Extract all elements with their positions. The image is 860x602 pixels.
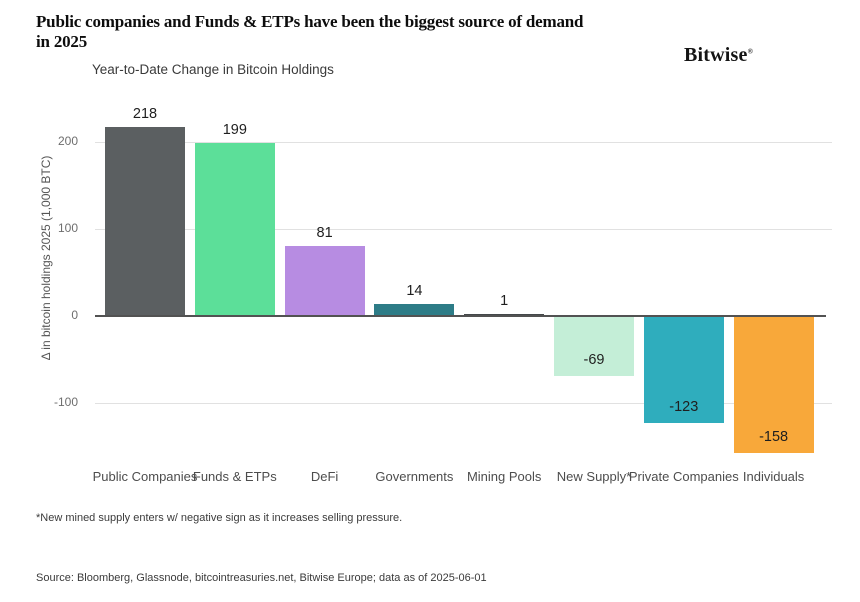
- bar-value-label: 1: [500, 292, 509, 309]
- gridline-200: [95, 142, 832, 144]
- y-tick-label: 0: [71, 308, 78, 322]
- x-axis-label-private-companies: Private Companies: [628, 469, 739, 484]
- source-line: Source: Bloomberg, Glassnode, bitcointre…: [36, 572, 487, 584]
- bar-individuals: [733, 316, 814, 454]
- x-axis-label-governments: Governments: [375, 469, 454, 484]
- x-axis-label-defi: DeFi: [310, 469, 339, 484]
- page-title: Public companies and Funds & ETPs have b…: [36, 12, 584, 51]
- bar-public-companies: [105, 126, 185, 316]
- bar-private-companies: [643, 316, 724, 423]
- bar-governments: [374, 303, 455, 316]
- x-axis-label-new-supply: New Supply*: [556, 469, 632, 484]
- bar-defi: [284, 245, 365, 316]
- bar-value-label: -123: [669, 398, 699, 415]
- gridline--100: [95, 402, 832, 404]
- x-axis-label-funds-etps: Funds & ETPs: [192, 469, 277, 484]
- bar-funds-etps: [194, 143, 275, 316]
- footnote: *New mined supply enters w/ negative sig…: [36, 512, 403, 524]
- bar-value-label: 199: [222, 122, 247, 139]
- bar-value-label: -158: [759, 429, 789, 446]
- bitwise-logo-text: Bitwise: [684, 44, 748, 66]
- x-axis-label-individuals: Individuals: [742, 469, 805, 484]
- bar-value-label: 81: [316, 224, 333, 241]
- bar-value-label: -69: [583, 351, 605, 368]
- registered-mark: ®: [747, 47, 754, 56]
- y-tick-label: 100: [57, 221, 78, 236]
- bitwise-logo: Bitwise®: [684, 44, 753, 67]
- x-axis-label-public-companies: Public Companies: [92, 469, 198, 484]
- chart-subtitle: Year-to-Date Change in Bitcoin Holdings: [92, 62, 334, 77]
- y-tick-label: 200: [57, 134, 78, 149]
- gridline-100: [95, 229, 832, 231]
- bar-mining-pools: [464, 313, 545, 316]
- bar-value-label: 218: [132, 105, 158, 122]
- zero-axis-line: [95, 315, 826, 317]
- x-axis-label-mining-pools: Mining Pools: [466, 469, 542, 484]
- bar-new-supply: [554, 316, 634, 376]
- y-tick-label: -100: [53, 394, 78, 409]
- y-axis-title: Δ in bitcoin holdings 2025 (1,000 BTC): [39, 155, 53, 361]
- bar-value-label: 14: [406, 282, 423, 299]
